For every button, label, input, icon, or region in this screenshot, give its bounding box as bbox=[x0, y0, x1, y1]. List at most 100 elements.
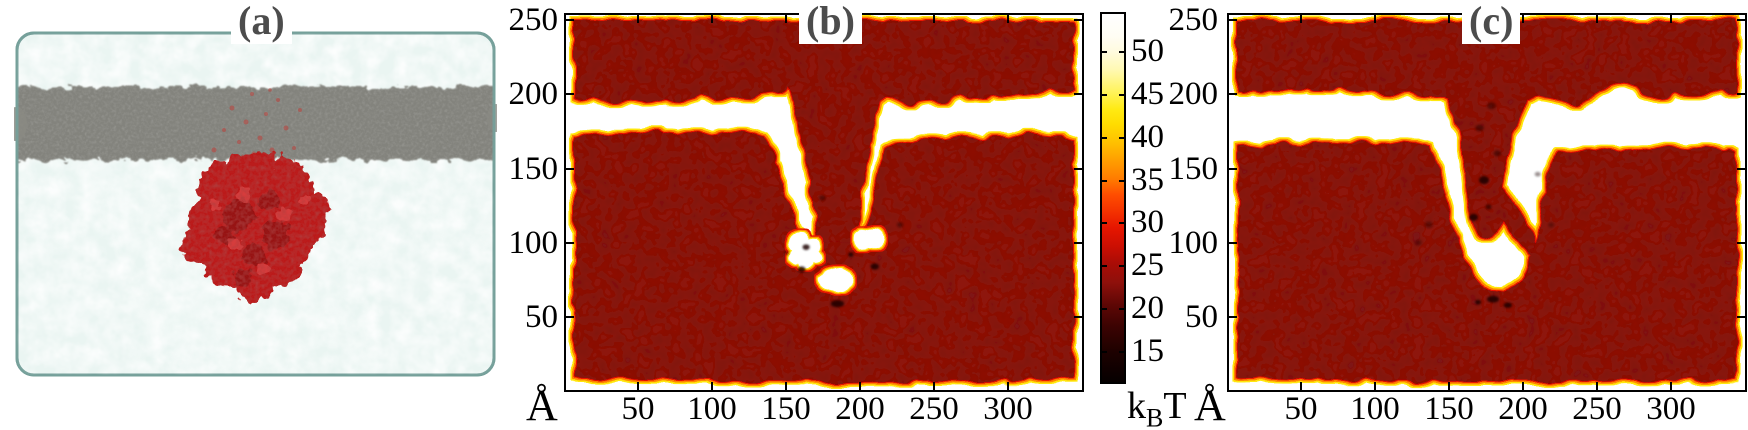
axis-tick bbox=[1229, 19, 1237, 21]
colorbar-tick bbox=[1119, 137, 1124, 139]
y-tick-label: 50 bbox=[1185, 299, 1218, 335]
lipid-membrane-band bbox=[17, 87, 494, 160]
x-tick-label: 150 bbox=[761, 391, 811, 427]
colorbar-tick-label: 20 bbox=[1131, 290, 1164, 326]
heatmap-b-energy-minima-spots bbox=[784, 195, 904, 308]
y-tick-label: 150 bbox=[508, 151, 559, 187]
colorbar-tick-label: 30 bbox=[1131, 204, 1164, 240]
colorbar-tick bbox=[1102, 137, 1107, 139]
axis-tick bbox=[711, 382, 713, 390]
axis-tick bbox=[1007, 382, 1009, 390]
colorbar-tick bbox=[1102, 351, 1107, 353]
colorbar-tick bbox=[1102, 94, 1107, 96]
axis-tick bbox=[711, 15, 713, 23]
axis-tick bbox=[566, 168, 574, 170]
x-tick-label: 250 bbox=[909, 391, 959, 427]
axis-tick bbox=[637, 382, 639, 390]
x-tick-label: 200 bbox=[1498, 391, 1548, 427]
axis-tick bbox=[1737, 168, 1745, 170]
heatmap-b-white-pocket-right bbox=[854, 227, 886, 251]
y-tick-label: 250 bbox=[508, 2, 559, 38]
axis-tick bbox=[1448, 382, 1450, 390]
axis-tick bbox=[1596, 382, 1598, 390]
heatmap-b bbox=[574, 20, 1074, 382]
colorbar-tick bbox=[1102, 308, 1107, 310]
panel-b-axes bbox=[564, 13, 1084, 392]
axis-tick bbox=[1074, 168, 1082, 170]
axis-tick bbox=[637, 15, 639, 23]
axis-tick bbox=[1737, 93, 1745, 95]
panel-a-snapshot bbox=[5, 30, 505, 378]
axis-tick bbox=[1074, 316, 1082, 318]
colorbar-tick-label: 35 bbox=[1131, 162, 1164, 198]
x-tick-label: 250 bbox=[1572, 391, 1622, 427]
axis-tick bbox=[1074, 93, 1082, 95]
heatmap-c-lower-water-slab bbox=[1237, 141, 1737, 382]
x-tick-label: 300 bbox=[983, 391, 1033, 427]
panel-c-axes bbox=[1227, 13, 1747, 392]
y-tick-label: 200 bbox=[508, 76, 559, 112]
colorbar-tick bbox=[1119, 308, 1124, 310]
axis-unit-angstrom-b: Å bbox=[526, 381, 558, 430]
x-tick-label: 300 bbox=[1646, 391, 1696, 427]
x-tick-label: 50 bbox=[621, 391, 655, 427]
colorbar-tick-label: 50 bbox=[1131, 33, 1164, 69]
axis-tick bbox=[566, 93, 574, 95]
axis-tick bbox=[1229, 242, 1237, 244]
axis-tick bbox=[1448, 15, 1450, 23]
panel-a-render bbox=[5, 31, 505, 377]
colorbar-tick bbox=[1119, 265, 1124, 267]
axis-tick bbox=[1374, 382, 1376, 390]
axis-tick bbox=[566, 242, 574, 244]
colorbar-tick bbox=[1102, 222, 1107, 224]
x-tick-label: 200 bbox=[835, 391, 885, 427]
axis-tick bbox=[785, 382, 787, 390]
colorbar-tick-label: 45 bbox=[1131, 76, 1164, 112]
transmembrane-specks bbox=[211, 88, 302, 157]
heatmap-c-energy-minima-spots bbox=[1414, 102, 1555, 308]
axis-tick bbox=[1074, 19, 1082, 21]
colorbar-tick bbox=[1102, 180, 1107, 182]
colorbar-unit-kbt: kBT bbox=[1127, 385, 1187, 430]
x-tick-label: 150 bbox=[1424, 391, 1474, 427]
axis-tick bbox=[1300, 15, 1302, 23]
heatmap-b-upper-water-slab bbox=[574, 20, 1074, 316]
protein-blob bbox=[181, 151, 329, 302]
colorbar-tick bbox=[1102, 51, 1107, 53]
axis-tick bbox=[933, 382, 935, 390]
axis-tick bbox=[1007, 15, 1009, 23]
colorbar-tick bbox=[1102, 265, 1107, 267]
axis-tick bbox=[1670, 15, 1672, 23]
axis-tick bbox=[1670, 382, 1672, 390]
x-tick-label: 100 bbox=[687, 391, 737, 427]
colorbar-tick bbox=[1119, 51, 1124, 53]
axis-tick bbox=[1229, 93, 1237, 95]
x-tick-label: 50 bbox=[1284, 391, 1318, 427]
heatmap-b-white-pocket-bottom bbox=[818, 268, 852, 292]
axis-tick bbox=[1229, 168, 1237, 170]
colorbar bbox=[1100, 12, 1126, 384]
y-tick-label: 50 bbox=[525, 299, 558, 335]
axis-tick bbox=[1300, 382, 1302, 390]
panel-label-b: (b) bbox=[799, 0, 862, 44]
axis-tick bbox=[566, 316, 574, 318]
colorbar-tick-label: 25 bbox=[1131, 247, 1164, 283]
axis-tick bbox=[1737, 242, 1745, 244]
heatmap-b-white-pocket-left bbox=[789, 233, 822, 269]
axis-tick bbox=[1737, 316, 1745, 318]
colorbar-tick bbox=[1119, 351, 1124, 353]
colorbar-tick bbox=[1119, 222, 1124, 224]
y-tick-label: 200 bbox=[1168, 76, 1219, 112]
panel-label-a: (a) bbox=[231, 0, 292, 44]
colorbar-tick-label: 40 bbox=[1131, 119, 1164, 155]
colorbar-tick bbox=[1119, 180, 1124, 182]
axis-tick bbox=[1737, 19, 1745, 21]
heatmap-c bbox=[1237, 20, 1737, 382]
axis-tick bbox=[933, 15, 935, 23]
heatmap-b-lower-water-slab bbox=[574, 131, 1074, 382]
y-tick-label: 100 bbox=[1168, 225, 1219, 261]
y-tick-label: 100 bbox=[508, 225, 559, 261]
axis-tick bbox=[1596, 15, 1598, 23]
axis-tick bbox=[1374, 15, 1376, 23]
